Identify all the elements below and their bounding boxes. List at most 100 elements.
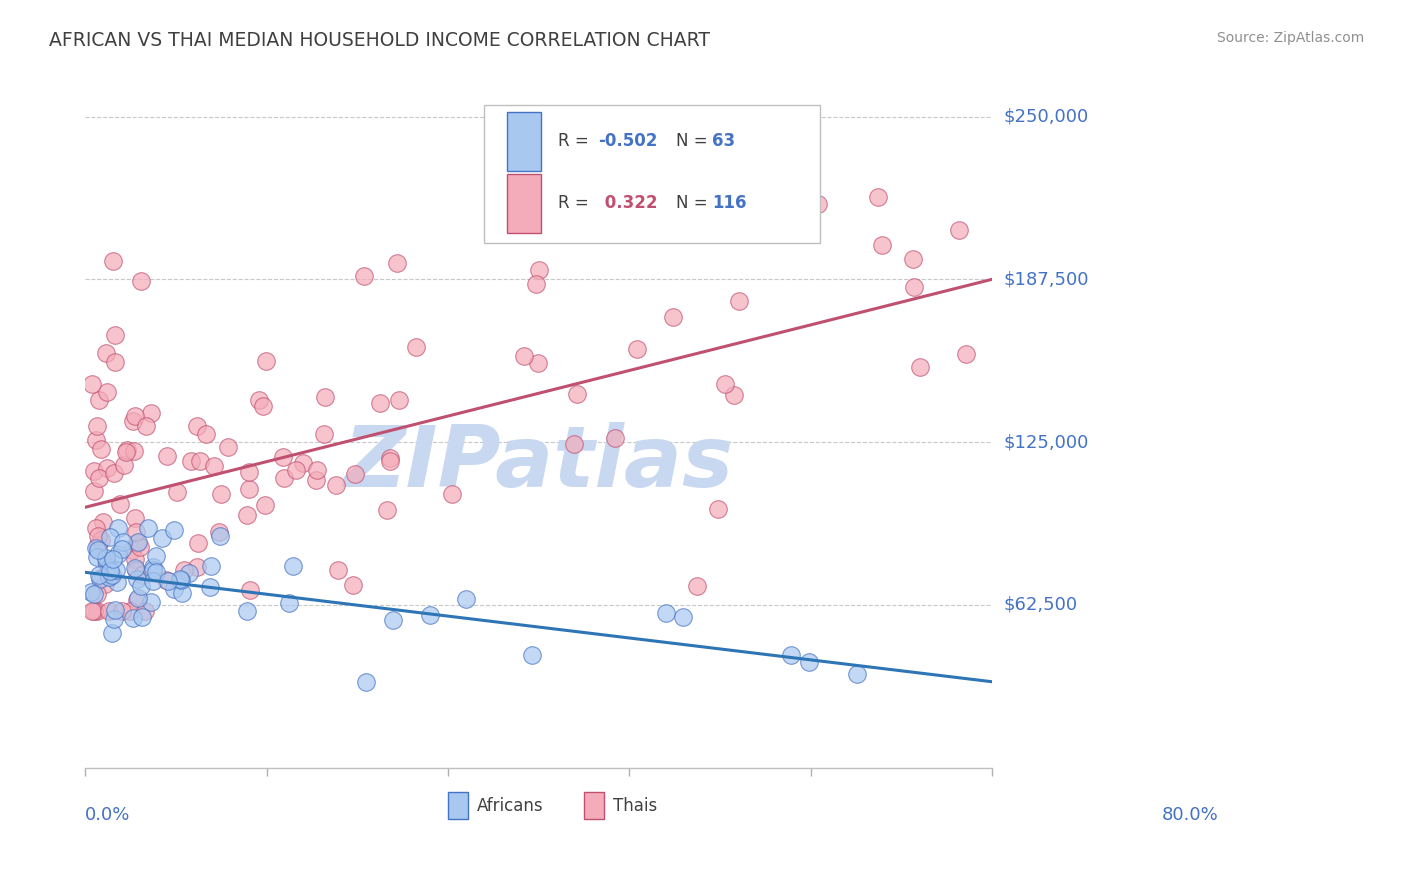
Text: R =: R = [558, 194, 593, 212]
Text: 80.0%: 80.0% [1161, 805, 1219, 823]
Point [96, 385, 118, 400]
Text: N =: N = [676, 132, 713, 150]
Point [344, 467, 367, 482]
Point [209, 487, 232, 501]
Point [908, 359, 931, 374]
Text: R =: R = [558, 132, 593, 150]
Point [125, 536, 148, 550]
Point [217, 440, 239, 454]
Point [513, 349, 536, 363]
FancyBboxPatch shape [484, 105, 820, 244]
Point [707, 502, 730, 516]
Point [98, 530, 121, 544]
Point [236, 508, 259, 523]
Point [522, 648, 544, 662]
Point [98, 564, 121, 578]
Point [325, 478, 347, 492]
Point [131, 273, 153, 287]
Text: $62,500: $62,500 [1002, 596, 1077, 614]
Point [209, 529, 232, 543]
Point [252, 400, 274, 414]
Point [115, 442, 138, 457]
Point [86, 550, 108, 565]
Point [901, 252, 924, 266]
Point [342, 578, 364, 592]
Point [180, 454, 202, 468]
Point [80, 376, 103, 391]
Point [723, 388, 745, 402]
Point [87, 393, 110, 408]
Point [97, 604, 120, 618]
Point [314, 390, 336, 404]
Point [273, 471, 295, 485]
FancyBboxPatch shape [508, 112, 541, 170]
Point [208, 524, 231, 539]
Point [135, 419, 157, 434]
Point [98, 560, 121, 574]
Point [845, 667, 868, 681]
Point [101, 254, 124, 268]
Text: $125,000: $125,000 [1002, 434, 1088, 451]
Point [94, 554, 117, 568]
Point [87, 538, 110, 552]
Point [101, 551, 124, 566]
Point [247, 393, 270, 408]
Point [112, 458, 135, 472]
Point [127, 572, 149, 586]
Point [173, 563, 195, 577]
Point [91, 515, 114, 529]
Point [356, 675, 378, 690]
Point [163, 524, 186, 538]
Text: $187,500: $187,500 [1002, 270, 1088, 288]
Point [797, 655, 820, 669]
Point [134, 604, 156, 618]
Point [254, 498, 277, 512]
Point [125, 524, 148, 539]
Point [305, 473, 328, 487]
Point [955, 347, 977, 361]
Point [283, 559, 305, 574]
Point [124, 409, 146, 423]
Point [131, 568, 153, 582]
Point [141, 595, 163, 609]
Point [104, 328, 127, 343]
Point [172, 586, 194, 600]
Point [121, 414, 143, 428]
Point [86, 528, 108, 542]
Point [101, 567, 124, 582]
Point [378, 454, 401, 468]
Point [238, 465, 260, 479]
Point [194, 427, 217, 442]
Point [235, 604, 257, 618]
Point [353, 268, 375, 283]
Point [292, 456, 315, 470]
Point [187, 535, 209, 549]
Point [115, 445, 138, 459]
Point [419, 608, 441, 623]
Point [672, 610, 695, 624]
Point [86, 587, 108, 601]
Point [80, 585, 103, 599]
Point [377, 503, 399, 517]
Point [103, 612, 125, 626]
Point [94, 346, 117, 360]
Point [685, 579, 707, 593]
Point [105, 575, 128, 590]
Text: Source: ZipAtlas.com: Source: ZipAtlas.com [1216, 31, 1364, 45]
Point [382, 613, 405, 627]
Point [527, 356, 550, 370]
Point [326, 563, 349, 577]
Text: Africans: Africans [477, 797, 544, 814]
Point [97, 566, 120, 581]
Point [90, 533, 112, 547]
Point [84, 521, 107, 535]
Point [121, 542, 143, 557]
Point [405, 340, 427, 354]
Point [89, 471, 111, 485]
Point [169, 573, 191, 587]
Point [89, 573, 111, 587]
Point [170, 574, 193, 588]
Point [271, 450, 294, 464]
Point [157, 574, 180, 588]
Point [780, 648, 803, 662]
